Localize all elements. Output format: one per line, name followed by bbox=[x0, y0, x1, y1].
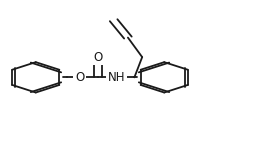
Text: O: O bbox=[75, 71, 85, 84]
Text: O: O bbox=[93, 51, 103, 64]
Text: NH: NH bbox=[108, 71, 125, 84]
